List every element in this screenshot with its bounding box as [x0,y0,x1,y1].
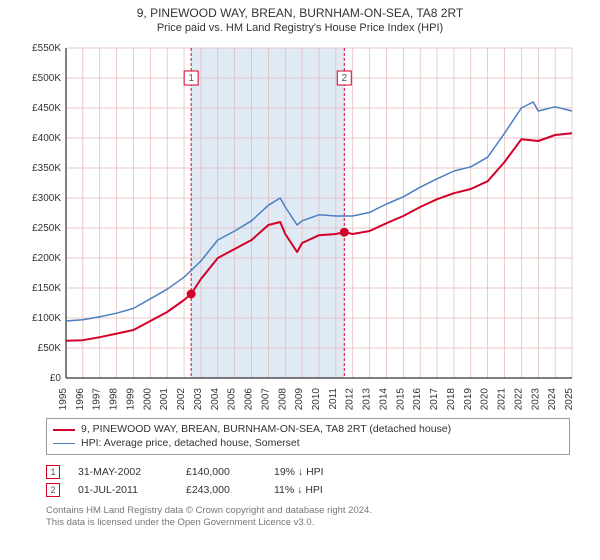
svg-text:£400K: £400K [32,133,61,144]
sale-price: £243,000 [186,484,256,496]
legend-label-hpi: HPI: Average price, detached house, Some… [81,437,300,451]
svg-text:2002: 2002 [176,388,187,411]
svg-text:2001: 2001 [159,388,170,411]
attribution-line: Contains HM Land Registry data © Crown c… [46,505,570,517]
svg-text:£100K: £100K [32,313,61,324]
svg-text:1999: 1999 [125,388,136,411]
svg-text:2019: 2019 [463,388,474,411]
svg-text:1998: 1998 [109,388,120,411]
svg-text:£250K: £250K [32,223,61,234]
svg-text:2023: 2023 [530,388,541,411]
sales-table: 1 31-MAY-2002 £140,000 19% ↓ HPI 2 01-JU… [46,463,570,499]
svg-text:2016: 2016 [412,388,423,411]
svg-text:2015: 2015 [395,388,406,411]
svg-text:2012: 2012 [345,388,356,411]
legend-label-subject: 9, PINEWOOD WAY, BREAN, BURNHAM-ON-SEA, … [81,423,451,437]
sale-diff: 11% ↓ HPI [274,484,364,496]
svg-text:£300K: £300K [32,193,61,204]
svg-text:2: 2 [342,73,348,84]
svg-text:2014: 2014 [378,388,389,411]
svg-text:2018: 2018 [446,388,457,411]
sale-date: 31-MAY-2002 [78,466,168,478]
price-chart: £0 £50K £100K £150K £200K £250K £300K £350K £400… [20,42,580,412]
svg-text:2025: 2025 [564,388,575,411]
svg-text:2010: 2010 [311,388,322,411]
svg-text:£50K: £50K [38,343,62,354]
svg-text:2009: 2009 [294,388,305,411]
svg-text:£150K: £150K [32,283,61,294]
sale-diff: 19% ↓ HPI [274,466,364,478]
sale-marker-1: 1 [46,465,60,479]
svg-text:2006: 2006 [244,388,255,411]
svg-text:£500K: £500K [32,73,61,84]
sale-date: 01-JUL-2011 [78,484,168,496]
svg-text:2004: 2004 [210,388,221,411]
svg-text:2024: 2024 [547,388,558,411]
svg-text:2005: 2005 [227,388,238,411]
svg-text:£350K: £350K [32,163,61,174]
svg-text:£0: £0 [50,373,62,384]
page-subtitle: Price paid vs. HM Land Registry's House … [0,22,600,34]
legend-item-hpi: HPI: Average price, detached house, Some… [53,437,563,451]
svg-text:£200K: £200K [32,253,61,264]
attribution-line: This data is licensed under the Open Gov… [46,517,570,529]
svg-text:2020: 2020 [480,388,491,411]
svg-text:2003: 2003 [193,388,204,411]
svg-text:2008: 2008 [277,388,288,411]
table-row: 2 01-JUL-2011 £243,000 11% ↓ HPI [46,481,570,499]
legend-item-subject: 9, PINEWOOD WAY, BREAN, BURNHAM-ON-SEA, … [53,423,563,437]
svg-text:1: 1 [188,73,194,84]
attribution: Contains HM Land Registry data © Crown c… [46,505,570,529]
svg-text:2017: 2017 [429,388,440,411]
legend: 9, PINEWOOD WAY, BREAN, BURNHAM-ON-SEA, … [46,418,570,455]
svg-text:2000: 2000 [142,388,153,411]
svg-text:2022: 2022 [513,388,524,411]
svg-text:2011: 2011 [328,388,339,410]
table-row: 1 31-MAY-2002 £140,000 19% ↓ HPI [46,463,570,481]
legend-swatch-hpi [53,443,75,444]
page-title: 9, PINEWOOD WAY, BREAN, BURNHAM-ON-SEA, … [0,6,600,20]
legend-swatch-subject [53,429,75,431]
svg-text:1997: 1997 [92,388,103,411]
sale-price: £140,000 [186,466,256,478]
svg-text:1996: 1996 [75,388,86,411]
svg-text:2007: 2007 [260,388,271,411]
svg-text:£450K: £450K [32,103,61,114]
svg-text:2013: 2013 [362,388,373,411]
sale-marker-2: 2 [46,483,60,497]
svg-text:2021: 2021 [497,388,508,411]
svg-text:£550K: £550K [32,43,61,54]
svg-text:1995: 1995 [58,388,69,411]
